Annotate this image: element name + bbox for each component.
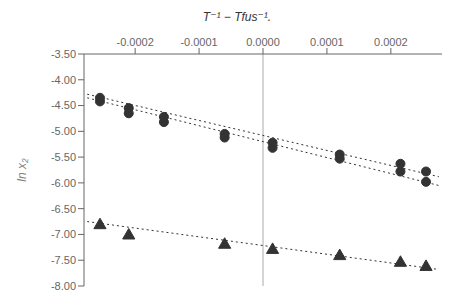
svg-text:ln x₂: ln x₂ xyxy=(15,158,29,182)
svg-text:-8.00: -8.00 xyxy=(51,280,76,292)
svg-text:-5.00: -5.00 xyxy=(51,125,76,137)
svg-text:-7.50: -7.50 xyxy=(51,254,76,266)
svg-text:0.0001: 0.0001 xyxy=(310,36,344,48)
svg-text:-4.00: -4.00 xyxy=(51,74,76,86)
html-text:T⁻¹ − Tfus⁻¹.: T⁻¹ − Tfus⁻¹. xyxy=(202,10,272,24)
svg-text:0.0000: 0.0000 xyxy=(246,36,280,48)
svg-text:-3.50: -3.50 xyxy=(51,48,76,60)
svg-text:-5.50: -5.50 xyxy=(51,151,76,163)
svg-text:-0.0002: -0.0002 xyxy=(116,36,153,48)
svg-text:0.0002: 0.0002 xyxy=(374,36,408,48)
svg-text:-6.50: -6.50 xyxy=(51,203,76,215)
svg-text:-7.00: -7.00 xyxy=(51,228,76,240)
svg-text:-6.00: -6.00 xyxy=(51,177,76,189)
svg-text:-0.0001: -0.0001 xyxy=(180,36,217,48)
svg-text:-4.50: -4.50 xyxy=(51,99,76,111)
